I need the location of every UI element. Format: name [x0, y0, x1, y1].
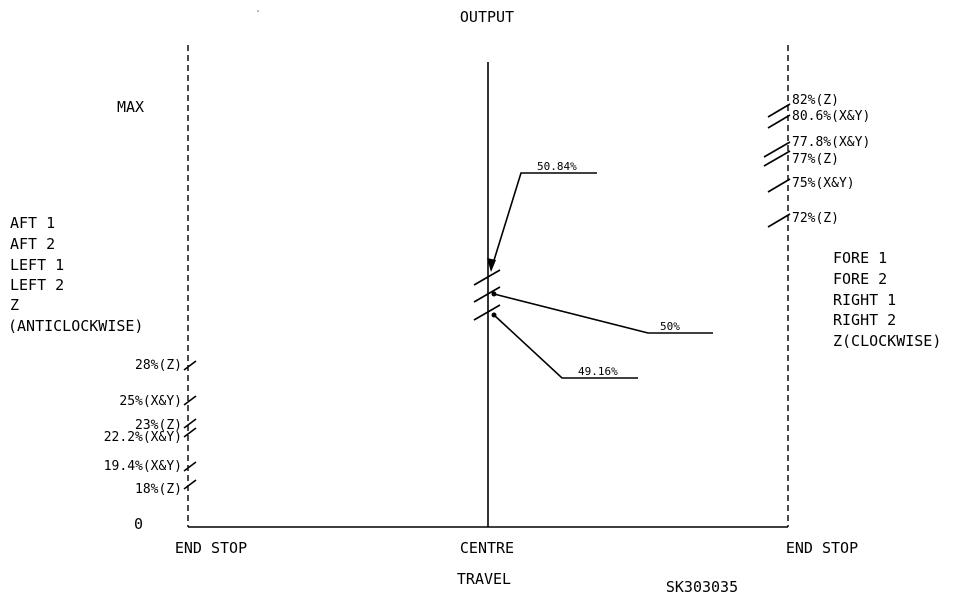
- mark-label: 80.6%(X&Y): [792, 109, 870, 124]
- tick-mark: [183, 418, 197, 429]
- tick-mark: [767, 103, 791, 118]
- right-mark-82: 82%(Z): [767, 93, 839, 118]
- tick-mark: [183, 479, 197, 490]
- leader-label: 49.16%: [578, 365, 618, 378]
- mark-label: 19.4%(X&Y): [104, 459, 182, 474]
- y-max-label: MAX: [117, 98, 144, 116]
- centre-tick-50: [473, 286, 501, 303]
- right-mark-75: 75%(X&Y): [767, 176, 855, 193]
- mark-label: 23%(Z): [135, 418, 182, 433]
- right-end-stop-label: END STOP: [786, 539, 858, 557]
- right-label-z-clockwise: Z(CLOCKWISE): [833, 332, 941, 350]
- drawing-number: SK303035: [666, 578, 738, 596]
- diagram-title: OUTPUT: [460, 8, 514, 26]
- leader-49-16: 49.16%: [491, 312, 638, 379]
- right-label-fore-2: FORE 2: [833, 270, 887, 288]
- left-label-left-2: LEFT 2: [10, 276, 64, 294]
- left-end-stop-label: END STOP: [175, 539, 247, 557]
- right-label-fore-1: FORE 1: [833, 249, 887, 267]
- left-label-left-1: LEFT 1: [10, 256, 64, 274]
- tick-mark: [767, 213, 791, 228]
- leader-label: 50.84%: [537, 160, 577, 173]
- left-label-aft-2: AFT 2: [10, 235, 55, 253]
- y-zero-label: 0: [134, 515, 143, 533]
- centre-tick-49-16: [473, 304, 501, 321]
- stray-dot: [257, 10, 259, 12]
- left-mark-22-2: 22.2%(X&Y): [104, 427, 197, 445]
- mark-label: 25%(X&Y): [119, 394, 182, 409]
- tick-mark: [183, 427, 197, 438]
- leader-50: 50%: [491, 291, 713, 334]
- centre-label: CENTRE: [460, 539, 514, 557]
- right-label-right-1: RIGHT 1: [833, 291, 896, 309]
- leader-label: 50%: [660, 320, 680, 333]
- leader-line: [493, 293, 713, 334]
- leader-line: [493, 314, 638, 379]
- mark-label: 22.2%(X&Y): [104, 430, 182, 445]
- mark-label: 77.8%(X&Y): [792, 135, 870, 150]
- tick-mark: [183, 461, 197, 472]
- leader-50-84: 50.84%: [487, 160, 597, 272]
- leader-dot: [491, 312, 497, 318]
- left-label-anticlockwise: (ANTICLOCKWISE): [8, 317, 143, 335]
- tick-mark: [763, 141, 791, 158]
- left-mark-19-4: 19.4%(X&Y): [104, 459, 197, 474]
- leader-dot: [491, 291, 497, 297]
- left-mark-25: 25%(X&Y): [119, 394, 197, 409]
- mark-label: 77%(Z): [792, 152, 839, 167]
- right-label-right-2: RIGHT 2: [833, 311, 896, 329]
- right-mark-77-8: 77.8%(X&Y): [763, 135, 870, 158]
- leader-line: [490, 172, 597, 271]
- tick-mark: [763, 150, 791, 167]
- left-mark-23: 23%(Z): [135, 418, 197, 433]
- right-mark-72: 72%(Z): [767, 211, 839, 228]
- mark-label: 82%(Z): [792, 93, 839, 108]
- travel-axis-title: TRAVEL: [457, 570, 511, 588]
- mark-label: 75%(X&Y): [792, 176, 855, 191]
- tick-mark: [183, 360, 197, 371]
- left-label-aft-1: AFT 1: [10, 214, 55, 232]
- tick-mark: [767, 178, 791, 193]
- mark-label: 28%(Z): [135, 358, 182, 373]
- mark-label: 72%(Z): [792, 211, 839, 226]
- left-mark-18: 18%(Z): [135, 479, 197, 497]
- left-label-z: Z: [10, 296, 19, 314]
- centre-tick-50-84: [473, 269, 501, 286]
- arrow-head: [487, 258, 496, 272]
- tick-mark: [767, 114, 791, 129]
- mark-label: 18%(Z): [135, 482, 182, 497]
- right-mark-77: 77%(Z): [763, 150, 839, 167]
- tick-mark: [183, 395, 197, 406]
- left-mark-28: 28%(Z): [135, 358, 197, 373]
- right-mark-80-6: 80.6%(X&Y): [767, 109, 870, 129]
